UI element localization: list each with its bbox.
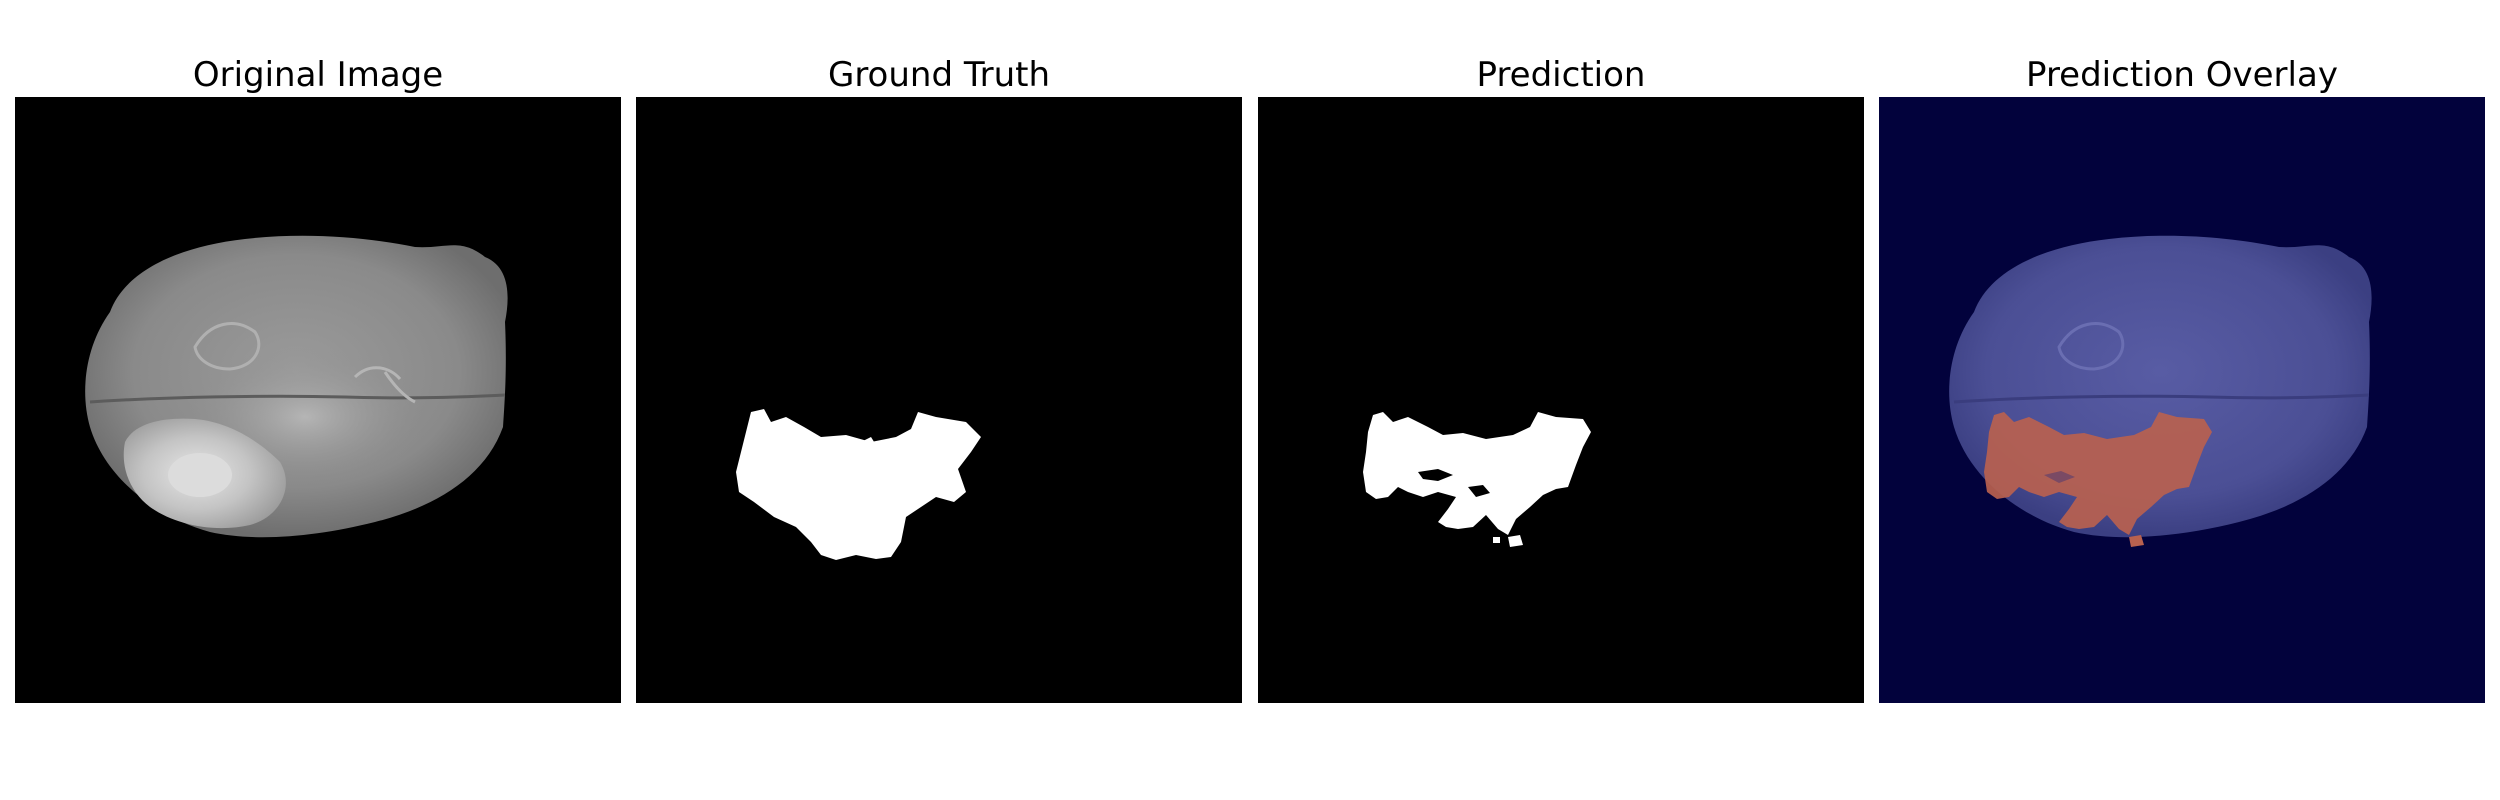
original-mri-image [15,97,621,703]
overlay-tumor-detail [2044,471,2075,483]
panel-title-prediction-overlay: Prediction Overlay [2026,55,2338,95]
vessel-structure [353,366,416,404]
overlay-tumor-prediction [1984,412,2212,535]
prediction-hole [1418,469,1453,481]
prediction-mask [1258,97,1864,703]
prediction-overlay-panel [1879,97,2485,703]
ground-truth-mask [636,97,1242,703]
panel-title-original-image: Original Image [192,55,444,95]
midline-fissure [89,393,506,404]
overlay-tumor-fragment [2129,535,2144,547]
tumor-core [168,453,232,497]
panel-title-prediction: Prediction [1476,55,1646,95]
prediction-overlay-image [1879,97,2485,703]
ground-truth-fragment [861,437,876,449]
overlay-midline-fissure [1953,393,2370,404]
prediction-panel [1258,97,1864,703]
ground-truth-panel [636,97,1242,703]
panel-title-ground-truth: Ground Truth [827,55,1051,95]
ground-truth-region [736,409,981,560]
mask-background [1258,97,1864,703]
prediction-fragment [1493,537,1500,543]
prediction-hole [1468,485,1490,497]
overlay-ventricle [2057,322,2125,371]
ventricle-left [193,322,261,371]
original-image-panel [15,97,621,703]
prediction-fragment [1508,535,1523,547]
prediction-region [1363,412,1591,535]
mask-background [636,97,1242,703]
